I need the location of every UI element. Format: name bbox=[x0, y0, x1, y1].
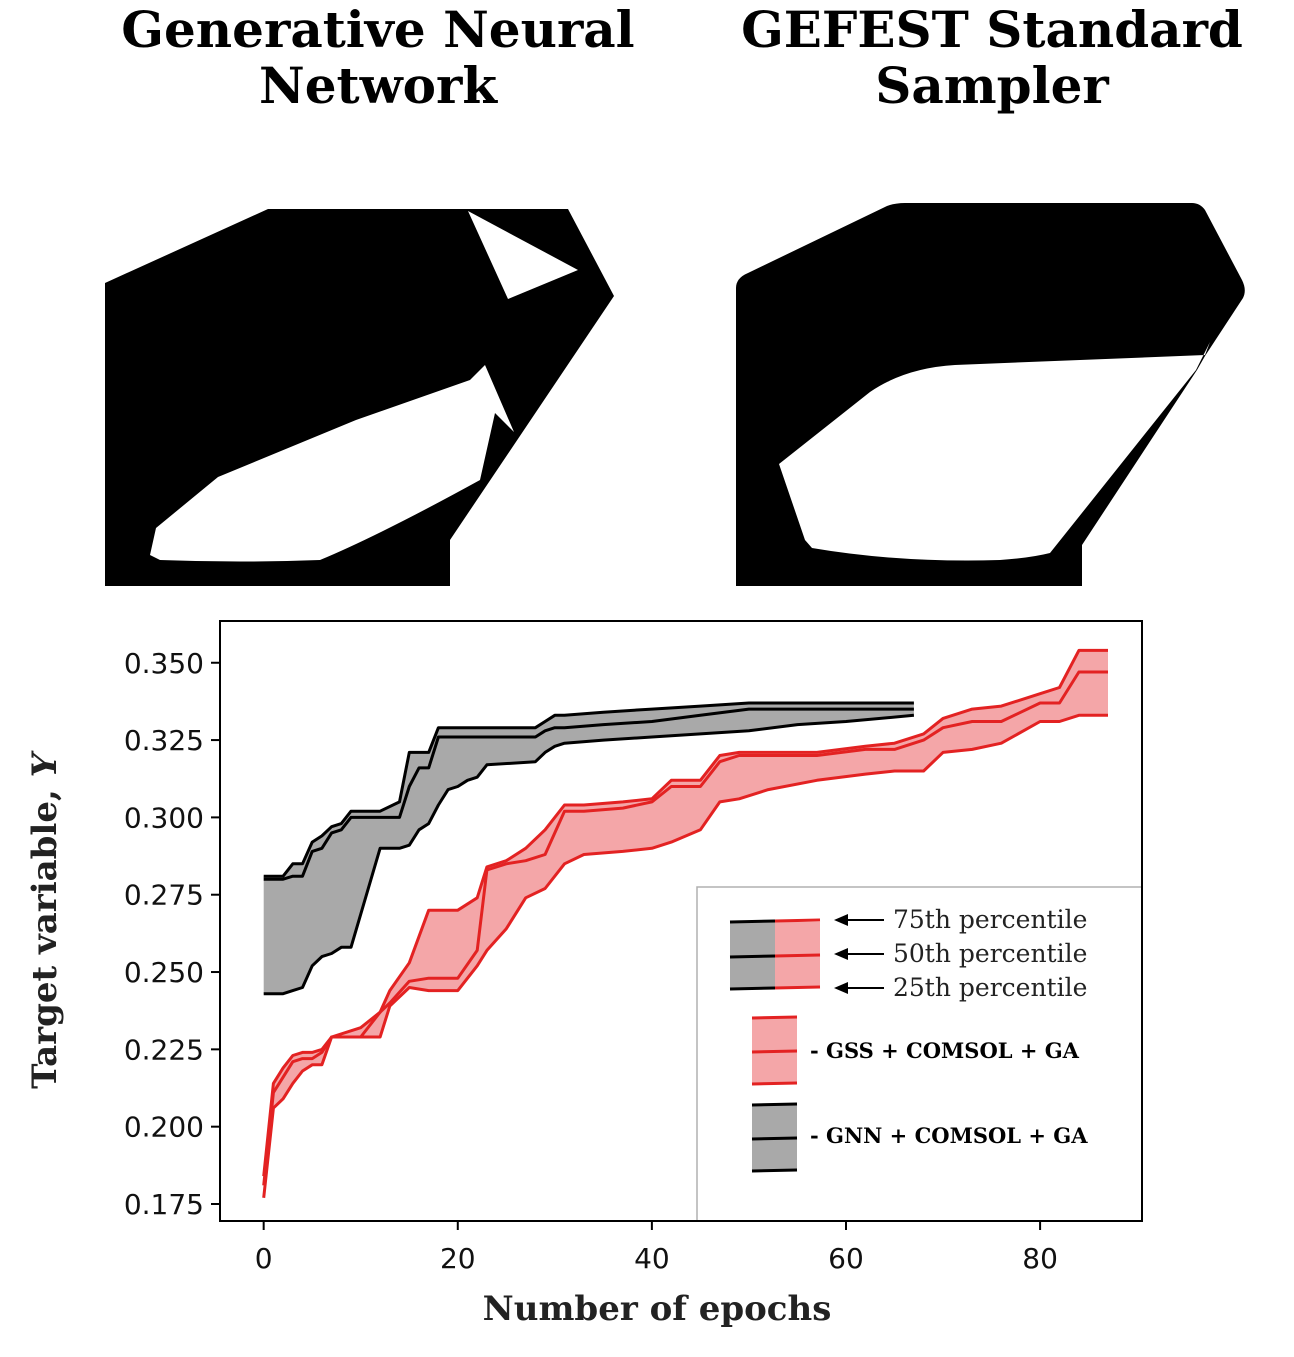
legend-key-25-red bbox=[774, 985, 821, 990]
gnn-shape-triangle-hole bbox=[468, 211, 578, 299]
legend-p25-label: 25th percentile bbox=[893, 973, 1087, 1002]
plot-frame bbox=[219, 620, 1143, 1222]
heading-gss: GEFEST Standard Sampler bbox=[712, 2, 1272, 114]
gss-shape-hole bbox=[779, 342, 1210, 561]
legend: 75th percentile 50th percentile 25th per… bbox=[696, 886, 1143, 1222]
x-axis-title: Number of epochs bbox=[483, 1289, 832, 1329]
heading-gss-line-1: GEFEST Standard bbox=[741, 0, 1243, 59]
gnn-median-line bbox=[263, 707, 914, 881]
legend-gss-swatch-top bbox=[751, 1015, 798, 1020]
gss-band bbox=[262, 648, 1108, 1198]
x-tick-label: 20 bbox=[440, 1242, 476, 1275]
heading-gnn-line-1: Generative Neural bbox=[121, 0, 635, 59]
legend-key-50-red bbox=[774, 953, 821, 958]
legend-key-25-black bbox=[729, 986, 776, 991]
gnn-shape-main-hole bbox=[150, 365, 514, 562]
chart: 75th percentile 50th percentile 25th per… bbox=[25, 620, 1143, 1329]
y-tick-label: 0.350 bbox=[124, 647, 204, 680]
y-tick-label: 0.250 bbox=[124, 956, 204, 989]
y-axis-title-main: Target variable, bbox=[25, 777, 65, 1089]
gnn-p75-line bbox=[263, 701, 914, 878]
legend-arrows bbox=[834, 914, 884, 994]
gss-median-line bbox=[262, 670, 1108, 1186]
legend-gnn-label: - GNN + COMSOL + GA bbox=[810, 1123, 1088, 1148]
y-tick-label: 0.200 bbox=[124, 1111, 204, 1144]
gnn-band bbox=[263, 701, 915, 996]
legend-key-75-black bbox=[729, 919, 776, 924]
heading-gss-line-2: Sampler bbox=[875, 56, 1109, 115]
legend-key-75-red bbox=[774, 918, 821, 923]
gnn-shape-figure bbox=[105, 209, 614, 586]
x-tick-label: 0 bbox=[255, 1242, 273, 1275]
x-tick-label: 40 bbox=[634, 1242, 670, 1275]
gnn-p25-line bbox=[263, 713, 915, 996]
gss-shape-figure bbox=[736, 203, 1245, 586]
legend-gnn-swatch-bottom bbox=[751, 1168, 798, 1173]
gss-iqr-area bbox=[263, 650, 1108, 1198]
y-tick-label: 0.275 bbox=[124, 879, 204, 912]
legend-gnn-swatch-top bbox=[751, 1102, 798, 1107]
x-axis: 0 20 40 60 80 bbox=[255, 1221, 1058, 1275]
x-tick-label: 80 bbox=[1022, 1242, 1058, 1275]
gnn-iqr-area bbox=[263, 703, 914, 994]
y-axis-title-variable: Y bbox=[25, 750, 65, 777]
heading-gnn-line-2: Network bbox=[259, 56, 497, 115]
legend-p50-label: 50th percentile bbox=[893, 939, 1087, 968]
legend-gnn-swatch-mid bbox=[751, 1136, 798, 1141]
legend-p75-label: 75th percentile bbox=[893, 905, 1087, 934]
y-axis-title: Target variable, Y bbox=[25, 750, 65, 1089]
heading-gnn: Generative Neural Network bbox=[98, 2, 658, 114]
legend-key-50-black bbox=[729, 954, 776, 959]
legend-gss-swatch-bottom bbox=[751, 1081, 798, 1086]
y-tick-label: 0.300 bbox=[124, 801, 204, 834]
y-axis: 0.175 0.200 0.225 0.250 0.275 0.300 0.325 0.350 bbox=[124, 647, 220, 1221]
legend-gss-swatch-mid bbox=[751, 1049, 798, 1054]
y-tick-label: 0.225 bbox=[124, 1033, 204, 1066]
x-tick-label: 60 bbox=[828, 1242, 864, 1275]
legend-gss-label: - GSS + COMSOL + GA bbox=[810, 1038, 1080, 1063]
gss-p25-line bbox=[262, 713, 1108, 1198]
y-tick-label: 0.175 bbox=[124, 1188, 204, 1221]
y-tick-label: 0.325 bbox=[124, 724, 204, 757]
